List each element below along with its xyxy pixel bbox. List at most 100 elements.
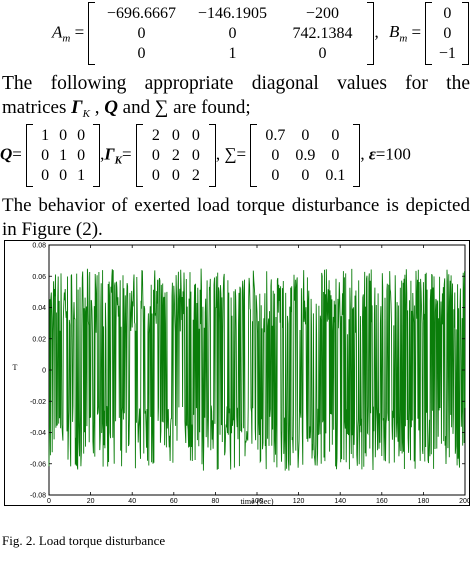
epsilon-label: ε bbox=[368, 144, 376, 164]
eq1.b_matrix-cell: 0 bbox=[443, 25, 452, 42]
eq2-equals-3: = bbox=[236, 144, 247, 164]
eq2.gamma_matrix-cell: 2 bbox=[171, 147, 180, 164]
eq1.b_matrix-cell: 0 bbox=[443, 5, 452, 22]
eq1.a_matrix-cell: 742.1384 bbox=[292, 25, 353, 42]
eq2.sigma_matrix-cell: 0.1 bbox=[325, 167, 346, 184]
gamma-label: Γ bbox=[104, 144, 115, 164]
p1-q: Q bbox=[104, 97, 118, 118]
eq2.gamma_matrix-cell: 0 bbox=[191, 127, 200, 144]
x-tick-label: 40 bbox=[128, 498, 136, 505]
eq2.q_matrix-cell: 0 bbox=[77, 147, 86, 164]
x-tick-label: 120 bbox=[293, 498, 305, 505]
equals-sign-2: = bbox=[411, 22, 426, 42]
am-matrix: −696.6667 −146.1905 −200 0 0 742.1384 0 1 0 bbox=[88, 2, 375, 65]
eq2.q_matrix-cell: 0 bbox=[59, 127, 68, 144]
eq1.a_matrix-cell: −200 bbox=[305, 5, 339, 22]
paragraph-1-line-2: matrices ΓK , Q and ∑ are found; bbox=[2, 96, 470, 126]
x-axis-label: time (Sec) bbox=[240, 497, 273, 505]
bm-sub: m bbox=[399, 32, 408, 45]
eq2.sigma_matrix-cell: 0 bbox=[331, 147, 340, 164]
p1-and: and bbox=[122, 97, 151, 118]
epsilon-value: 100 bbox=[385, 144, 411, 164]
equation-am-bm: Am = −696.6667 −146.1905 −200 0 0 742.1384 0 1 0… bbox=[52, 2, 470, 65]
y-tick-label: -0.04 bbox=[30, 430, 46, 437]
eq2.gamma_matrix-cell: 0 bbox=[191, 147, 200, 164]
eq2.gamma_matrix-cell: 0 bbox=[151, 147, 160, 164]
eq2.q_matrix-cell: 1 bbox=[59, 147, 68, 164]
eq2.gamma_matrix-cell: 2 bbox=[151, 127, 160, 144]
p1-text-a: matrices bbox=[2, 97, 67, 118]
eq2.q_matrix-cell: 1 bbox=[77, 167, 86, 184]
x-tick-label: 140 bbox=[334, 498, 346, 505]
eq1.a_matrix-cell: 0 bbox=[318, 45, 327, 62]
y-tick-label: 0.02 bbox=[32, 336, 46, 343]
am-label: A bbox=[52, 22, 63, 42]
eq2.sigma_matrix-cell: 0 bbox=[271, 167, 280, 184]
eq1.a_matrix-cell: 0 bbox=[137, 45, 146, 62]
eq2.sigma_matrix-cell: 0 bbox=[331, 127, 340, 144]
eq1.b_matrix-cell: −1 bbox=[438, 45, 456, 62]
eq2.sigma_matrix-cell: 0.9 bbox=[295, 147, 316, 164]
eq1.a_matrix-cell: −696.6667 bbox=[106, 5, 176, 22]
am-sub: m bbox=[62, 32, 71, 45]
x-tick-label: 80 bbox=[212, 498, 220, 505]
bm-label: B bbox=[388, 22, 400, 42]
eq2.gamma_matrix-cell: 2 bbox=[191, 167, 200, 184]
eq2.q_matrix-cell: 0 bbox=[77, 127, 86, 144]
eq2.gamma_matrix-cell: 0 bbox=[171, 127, 180, 144]
figure-frame: 0 20 40 60 80 100 120 140 160 180 200 0.08 0.06 0.04 0… bbox=[4, 240, 471, 507]
load-torque-chart: 0 20 40 60 80 100 120 140 160 180 200 0.08 0.06 0.04 0… bbox=[13, 243, 471, 507]
y-tick-label: -0.02 bbox=[30, 399, 46, 406]
x-tick-label: 20 bbox=[87, 498, 95, 505]
eq2.gamma_matrix-cell: 0 bbox=[151, 167, 160, 184]
x-tick-label: 60 bbox=[170, 498, 178, 505]
eq1.a_matrix-cell: 0 bbox=[228, 25, 237, 42]
gamma-sub: K bbox=[114, 154, 122, 167]
eq2-equals-4: = bbox=[375, 144, 386, 164]
y-tick-label: -0.08 bbox=[30, 493, 46, 500]
p1-text-b: are found; bbox=[173, 97, 251, 118]
p1-sigma: ∑ bbox=[154, 97, 169, 118]
y-tick-label: -0.06 bbox=[30, 461, 46, 468]
eq1.a_matrix-cell: 1 bbox=[228, 45, 237, 62]
equals-sign: = bbox=[74, 22, 89, 42]
y-tick-label: 0.06 bbox=[32, 274, 46, 281]
q-label: Q bbox=[0, 144, 13, 164]
eq2.q_matrix-cell: 0 bbox=[41, 147, 50, 164]
sigma-label: ∑ bbox=[224, 144, 237, 164]
x-tick-label: 100 bbox=[251, 498, 263, 505]
y-tick-label: 0.04 bbox=[32, 305, 46, 312]
eq2.sigma_matrix-cell: 0.7 bbox=[265, 127, 286, 144]
x-tick-label: 160 bbox=[376, 498, 388, 505]
eq2-equals-2: = bbox=[122, 144, 132, 164]
y-tick-label: 0 bbox=[42, 368, 46, 375]
x-tick-label: 180 bbox=[418, 498, 430, 505]
paragraph-2-line-2: in Figure (2). bbox=[2, 219, 103, 240]
eq2.q_matrix-cell: 0 bbox=[59, 167, 68, 184]
paragraph-2-line-1: The behavior of exerted load torque dist… bbox=[2, 195, 470, 216]
p1-comma: , bbox=[94, 97, 100, 118]
series-line-torque bbox=[48, 268, 466, 471]
eq2.q_matrix-cell: 0 bbox=[41, 167, 50, 184]
eq2.sigma_matrix-cell: 0 bbox=[301, 167, 310, 184]
paragraph-1-line-1: The following appropriate diagonal value… bbox=[2, 73, 470, 94]
figure-caption: Fig. 2. Load torque disturbance bbox=[2, 533, 166, 548]
p1-gamma-sub: K bbox=[82, 108, 90, 120]
eq1.a_matrix-cell: 0 bbox=[137, 25, 146, 42]
bm-matrix: 0 0 −1 bbox=[425, 2, 470, 65]
eq2.sigma_matrix-cell: 0 bbox=[271, 147, 280, 164]
eq2-equals-1: = bbox=[12, 144, 22, 164]
y-tick-label: 0.08 bbox=[32, 243, 46, 250]
eq2.gamma_matrix-cell: 0 bbox=[171, 167, 180, 184]
eq2.sigma_matrix-cell: 0 bbox=[301, 127, 310, 144]
x-tick-label: 200 bbox=[459, 498, 469, 505]
p1-gamma: Γ bbox=[71, 97, 83, 118]
sigma-matrix: 0.7 0 0 0 0.9 0 0 0 0.1 bbox=[250, 124, 361, 187]
eq1-separator: , bbox=[374, 22, 379, 42]
eq2.q_matrix-cell: 1 bbox=[41, 127, 50, 144]
eq1.a_matrix-cell: −146.1905 bbox=[197, 5, 267, 22]
y-axis-label: T bbox=[13, 363, 18, 372]
